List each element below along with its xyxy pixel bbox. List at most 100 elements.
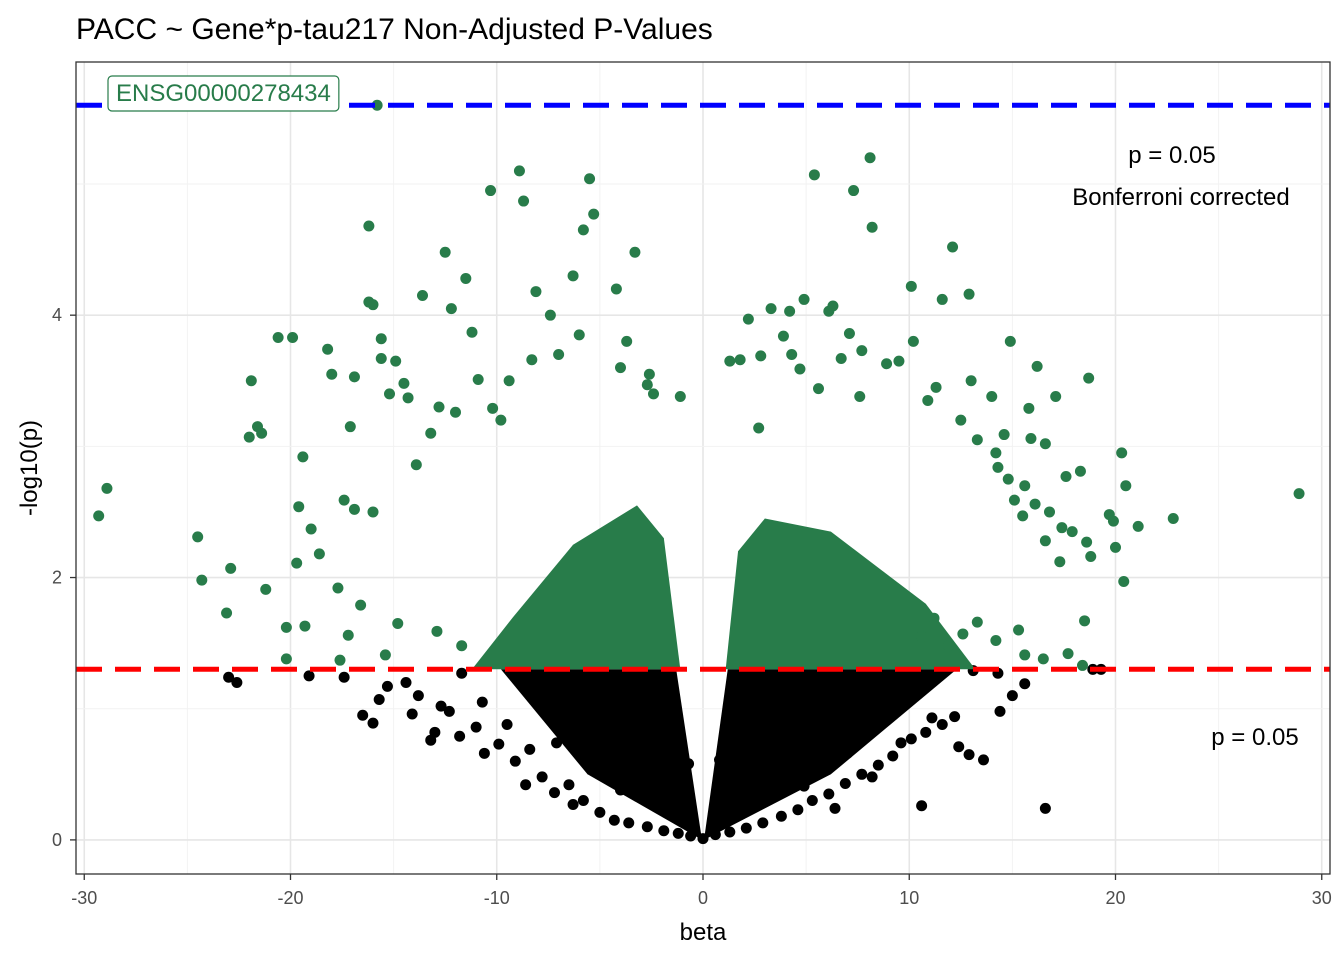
gene-label-border xyxy=(107,75,340,112)
significant-point xyxy=(922,394,934,406)
significant-point xyxy=(866,221,878,233)
significant-point xyxy=(1008,494,1020,506)
significant-point xyxy=(293,501,305,513)
significant-point xyxy=(392,617,404,629)
significant-point xyxy=(445,303,457,315)
significant-point xyxy=(584,173,596,185)
significant-point xyxy=(305,523,317,535)
significant-point xyxy=(342,629,354,641)
significant-point xyxy=(777,330,789,342)
significant-point xyxy=(384,388,395,400)
significant-point xyxy=(1023,402,1035,414)
non-significant-point xyxy=(887,750,899,762)
significant-point xyxy=(398,377,410,389)
significant-point xyxy=(1039,438,1051,450)
significant-point xyxy=(827,300,839,312)
significant-point xyxy=(573,329,585,341)
nominal-line-label: p = 0.05 xyxy=(1211,724,1298,751)
significant-point xyxy=(971,434,983,446)
significant-point xyxy=(402,392,414,404)
significant-point xyxy=(786,349,798,361)
significant-point xyxy=(1107,515,1119,527)
significant-point xyxy=(955,414,967,426)
non-significant-point xyxy=(953,741,965,753)
significant-point xyxy=(1039,535,1051,547)
significant-point xyxy=(322,343,334,355)
non-significant-point xyxy=(775,810,787,822)
significant-point xyxy=(813,383,824,395)
significant-point xyxy=(450,406,461,418)
significant-point xyxy=(971,616,983,628)
significant-point xyxy=(485,185,497,197)
significant-point xyxy=(794,363,806,375)
non-significant-point xyxy=(672,827,684,839)
chart-title: PACC ~ Gene*p-tau217 Non-Adjusted P-Valu… xyxy=(76,13,713,46)
significant-point xyxy=(344,421,356,433)
significant-point xyxy=(1132,520,1144,532)
non-significant-point xyxy=(381,680,393,692)
significant-point xyxy=(936,293,948,305)
x-tick-label: 0 xyxy=(698,888,708,908)
significant-point xyxy=(1031,360,1043,372)
y-tick-label: 2 xyxy=(52,568,62,588)
significant-point xyxy=(674,391,686,403)
significant-point xyxy=(648,388,659,400)
non-significant-point xyxy=(303,670,315,682)
significant-point xyxy=(990,447,1002,459)
bonferroni-line-sublabel: Bonferroni corrected xyxy=(1072,184,1289,211)
significant-point xyxy=(192,531,204,543)
x-tick-label: -20 xyxy=(277,888,303,908)
significant-point xyxy=(928,612,940,624)
significant-point xyxy=(518,195,530,207)
non-significant-point xyxy=(567,798,579,810)
y-tick-label: 0 xyxy=(52,830,62,850)
non-significant-point xyxy=(623,817,635,829)
significant-point xyxy=(1050,391,1062,403)
significant-point xyxy=(280,621,292,633)
y-axis-title: -log10(p) xyxy=(16,420,43,516)
significant-point xyxy=(93,510,105,522)
non-significant-point xyxy=(456,667,468,679)
significant-point xyxy=(615,362,626,374)
significant-point xyxy=(942,640,954,652)
significant-point xyxy=(390,355,402,367)
significant-point xyxy=(1083,372,1095,384)
significant-point xyxy=(363,220,375,232)
significant-cloud-right xyxy=(725,518,976,670)
significant-point xyxy=(101,482,113,494)
significant-point xyxy=(272,331,284,343)
non-significant-point xyxy=(443,705,455,717)
significant-point xyxy=(1029,498,1041,510)
non-significant-point xyxy=(478,747,490,759)
non-significant-point xyxy=(978,754,989,766)
non-significant-point xyxy=(549,787,560,799)
significant-point xyxy=(553,349,565,361)
significant-point xyxy=(567,270,579,282)
significant-point xyxy=(225,562,237,574)
significant-point xyxy=(843,328,855,340)
non-significant-point xyxy=(792,804,804,816)
non-significant-point xyxy=(501,718,513,730)
x-tick-label: -10 xyxy=(484,888,510,908)
significant-point xyxy=(1293,488,1305,500)
non-significant-point xyxy=(872,759,884,771)
non-significant-point xyxy=(429,726,441,738)
gene-label: ENSG00000278434 xyxy=(116,80,331,107)
significant-point xyxy=(1004,335,1016,347)
significant-point xyxy=(1120,480,1132,492)
non-significant-point xyxy=(1019,678,1031,690)
significant-point xyxy=(431,625,443,637)
significant-point xyxy=(990,635,1002,647)
significant-point xyxy=(334,654,346,666)
significant-point xyxy=(1062,648,1074,660)
bonferroni-line-label: p = 0.05 xyxy=(1128,142,1215,169)
non-significant-point xyxy=(856,768,868,780)
non-significant-point xyxy=(866,771,878,783)
significant-point xyxy=(530,286,542,298)
significant-point xyxy=(326,368,338,380)
non-significant-point xyxy=(641,821,653,833)
non-significant-point xyxy=(400,676,412,688)
significant-point xyxy=(947,241,959,253)
non-significant-point xyxy=(916,800,928,812)
